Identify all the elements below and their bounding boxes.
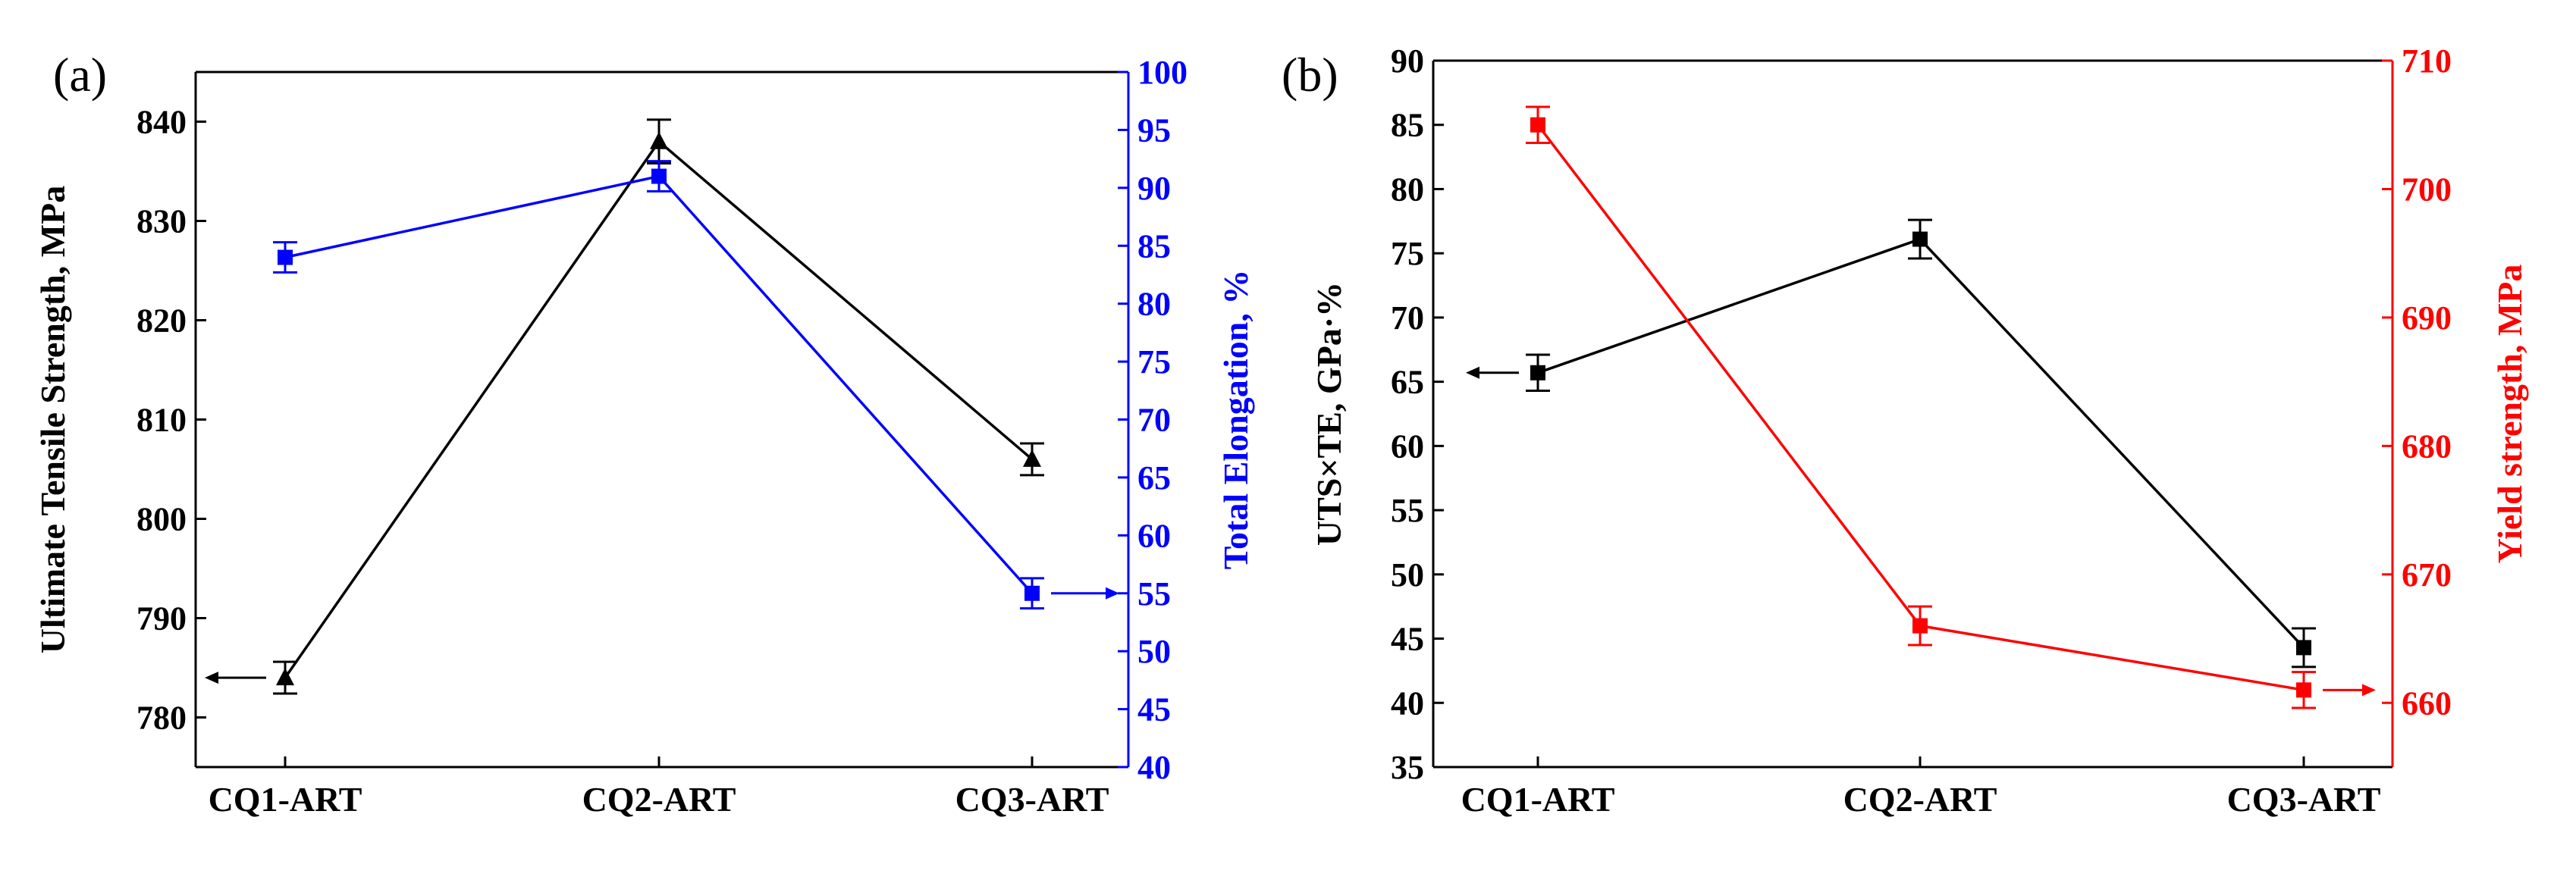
data-point — [1912, 231, 1928, 247]
left-tick-label: 85 — [1391, 107, 1424, 144]
right-tick-label: 45 — [1137, 691, 1171, 728]
right-axis-title: Yield strength, MPa — [2490, 265, 2529, 564]
right-tick-label: 70 — [1137, 402, 1171, 439]
right-tick-label: 700 — [2402, 171, 2452, 208]
right-tick-label: 100 — [1137, 54, 1188, 91]
left-tick-label: 50 — [1391, 556, 1424, 593]
panel-label: (a) — [53, 48, 107, 102]
left-tick-label: 35 — [1391, 749, 1424, 786]
right-tick-label: 55 — [1137, 575, 1171, 612]
right-tick-label: 660 — [2402, 684, 2452, 722]
right-tick-label: 60 — [1137, 517, 1171, 554]
right-tick-label: 50 — [1137, 633, 1171, 670]
series-line — [1536, 124, 2305, 692]
data-point — [1530, 117, 1545, 133]
left-tick-label: 810 — [136, 402, 187, 439]
right-tick-label: 680 — [2402, 427, 2452, 465]
x-tick-label: CQ1-ART — [209, 780, 362, 819]
left-tick-label: 60 — [1391, 427, 1424, 465]
left-tick-label: 80 — [1391, 171, 1424, 208]
arrow-left-head-icon — [1466, 366, 1479, 379]
x-tick-label: CQ2-ART — [582, 780, 736, 819]
left-axis-title: Ultimate Tensile Strength, MPa — [33, 186, 72, 654]
left-tick-label: 65 — [1391, 364, 1424, 401]
right-tick-label: 690 — [2402, 299, 2452, 337]
data-point — [2296, 682, 2311, 698]
data-point — [2296, 640, 2311, 656]
data-point — [278, 249, 293, 265]
data-point — [1912, 618, 1928, 634]
data-point — [276, 668, 294, 686]
left-tick-label: 55 — [1391, 492, 1424, 529]
data-point — [650, 131, 668, 149]
left-tick-label: 45 — [1391, 621, 1424, 658]
left-tick-label: 840 — [136, 104, 187, 141]
left-tick-label: 75 — [1391, 235, 1424, 272]
right-tick-label: 90 — [1137, 170, 1171, 207]
right-tick-label: 40 — [1137, 749, 1171, 786]
data-point — [1024, 585, 1040, 601]
left-tick-label: 40 — [1391, 684, 1424, 722]
left-axis-title: UTS×TE, GPa·% — [1310, 282, 1348, 546]
left-tick-label: 820 — [136, 302, 187, 340]
panel-b: (b) 35 40 45 50 55 60 65 70 75 80 85 90 660 670 680 690 7… — [1282, 42, 2529, 819]
right-tick-label: 75 — [1137, 343, 1171, 380]
left-tick-label: 70 — [1391, 299, 1424, 337]
right-tick-label: 95 — [1137, 111, 1171, 149]
left-tick-label: 780 — [136, 700, 187, 737]
panel-a: (a) 780 790 800 810 820 830 840 40 45 50 55 60 65 70 75… — [33, 48, 1255, 819]
left-tick-label: 90 — [1391, 42, 1424, 80]
arrow-right-head-icon — [2362, 684, 2376, 697]
series-line — [284, 174, 1034, 594]
arrow-right-head-icon — [1106, 587, 1119, 600]
right-tick-label: 65 — [1137, 459, 1171, 496]
right-axis-title: Total Elongation, % — [1216, 270, 1255, 570]
arrow-left-head-icon — [205, 672, 218, 684]
x-tick-label: CQ3-ART — [955, 780, 1109, 819]
right-tick-label: 80 — [1137, 286, 1171, 323]
right-tick-label: 710 — [2402, 42, 2452, 80]
x-tick-label: CQ3-ART — [2227, 780, 2381, 819]
data-point — [651, 168, 667, 184]
left-tick-label: 830 — [136, 203, 187, 240]
x-tick-label: CQ2-ART — [1843, 780, 1997, 819]
left-tick-label: 790 — [136, 600, 187, 637]
right-tick-label: 670 — [2402, 556, 2452, 593]
data-point — [1530, 365, 1545, 380]
data-point — [1023, 449, 1041, 467]
left-tick-label: 800 — [136, 501, 187, 538]
right-tick-label: 85 — [1137, 227, 1171, 265]
series-line — [1537, 237, 2305, 649]
panel-label: (b) — [1282, 48, 1338, 102]
x-tick-label: CQ1-ART — [1461, 780, 1615, 819]
series-line — [284, 139, 1034, 679]
